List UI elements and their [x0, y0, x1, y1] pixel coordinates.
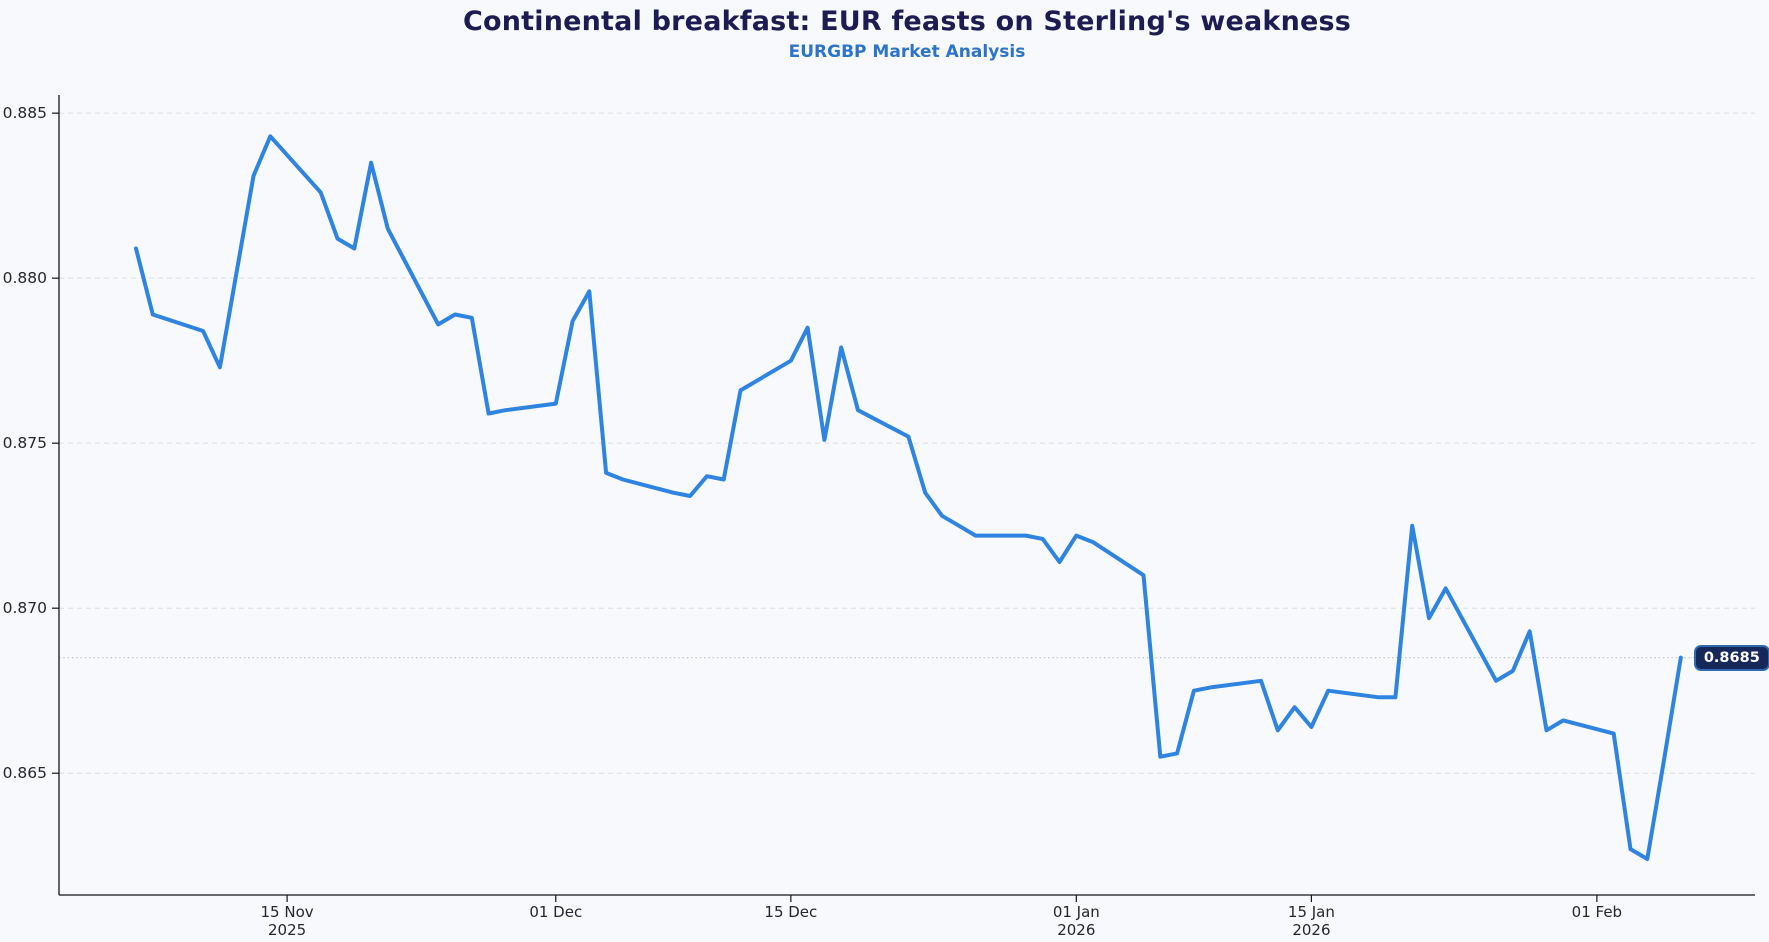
x-tick-year-label: 2025 [268, 921, 306, 939]
x-tick-label: 01 Dec [529, 903, 582, 921]
eurgbp-price-line [134, 134, 1683, 861]
x-tick-year-label: 2026 [1292, 921, 1330, 939]
y-tick-label: 0.865 [3, 764, 47, 782]
y-tick-label: 0.885 [3, 104, 47, 122]
y-tick-label: 0.880 [3, 269, 47, 287]
x-tick-label: 15 Nov [261, 903, 314, 921]
axes [58, 95, 1755, 896]
y-tick-label: 0.875 [3, 434, 47, 452]
gridlines [59, 112, 1755, 774]
x-tick-label: 01 Jan [1053, 903, 1100, 921]
y-tick-label: 0.870 [3, 599, 47, 617]
x-tick-label: 15 Dec [764, 903, 817, 921]
x-tick-year-label: 2026 [1057, 921, 1095, 939]
last-price-badge: 0.8685 [1693, 644, 1769, 671]
y-axis: 0.885 0.880 0.875 0.870 0.865 [3, 104, 59, 782]
x-tick-label: 01 Feb [1572, 903, 1622, 921]
x-tick-label: 15 Jan [1288, 903, 1335, 921]
